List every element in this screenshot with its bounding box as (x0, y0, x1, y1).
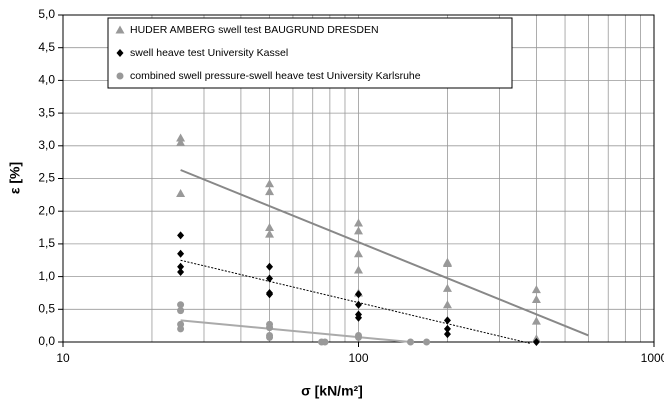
marker-diamond (355, 313, 362, 322)
marker-diamond (116, 49, 124, 57)
y-tick-label: 0,5 (38, 301, 55, 315)
trendline (180, 169, 589, 337)
marker-triangle (531, 294, 541, 303)
marker-diamond (177, 231, 185, 240)
marker-triangle (265, 179, 275, 188)
marker-triangle (442, 259, 452, 268)
marker-circle (266, 333, 274, 341)
legend-label: HUDER AMBERG swell test BAUGRUND DRESDEN (130, 24, 379, 36)
marker-triangle (354, 265, 363, 274)
y-tick-label: 2,0 (38, 203, 55, 217)
legend-label: combined swell pressure-swell heave test… (130, 70, 421, 82)
y-axis-label: ε [%] (7, 162, 23, 194)
marker-triangle (354, 249, 363, 258)
legend-box (107, 17, 513, 89)
marker-diamond (266, 274, 274, 283)
y-tick-label: 5,0 (38, 7, 55, 21)
marker-diamond (443, 324, 451, 333)
marker-triangle (115, 25, 125, 34)
y-tick-label: 4,5 (38, 40, 55, 54)
marker-circle (177, 301, 185, 309)
trendline (180, 319, 411, 343)
marker-diamond (443, 330, 451, 339)
y-tick-label: 1,0 (38, 269, 55, 283)
marker-diamond (177, 262, 185, 271)
marker-diamond (177, 268, 185, 277)
plot-frame (62, 14, 655, 343)
marker-triangle (442, 283, 452, 292)
marker-triangle (265, 187, 275, 196)
marker-triangle (531, 285, 541, 294)
marker-triangle (176, 189, 186, 198)
y-tick-label: 3,5 (38, 105, 55, 119)
marker-triangle (176, 133, 186, 142)
marker-circle (266, 324, 274, 332)
x-axis-label: σ [kN/m²] (301, 383, 363, 399)
y-tick-label: 1,5 (38, 236, 55, 250)
y-tick-label: 4,0 (38, 73, 55, 87)
marker-triangle (354, 218, 363, 227)
marker-diamond (266, 262, 274, 271)
trendline (180, 259, 530, 344)
marker-circle (177, 325, 185, 333)
marker-triangle (442, 300, 452, 309)
legend: HUDER AMBERG swell test BAUGRUND DRESDEN… (107, 17, 513, 89)
marker-circle (355, 333, 362, 341)
marker-circle (407, 338, 415, 346)
marker-circle (321, 338, 329, 346)
legend-label: swell heave test University Kassel (130, 47, 288, 59)
marker-diamond (266, 290, 274, 299)
marker-triangle (265, 229, 275, 238)
marker-triangle (531, 316, 541, 325)
marker-triangle (354, 226, 363, 235)
x-tick-label: 100 (348, 351, 368, 365)
marker-diamond (355, 290, 362, 299)
marker-circle (177, 307, 185, 315)
y-tick-label: 2,5 (38, 171, 55, 185)
marker-triangle (265, 223, 275, 232)
y-tick-label: 0,0 (38, 334, 55, 348)
y-tick-label: 3,0 (38, 138, 55, 152)
x-tick-label: 10 (56, 351, 70, 365)
marker-circle (423, 338, 431, 346)
marker-diamond (177, 249, 185, 258)
marker-diamond (532, 338, 540, 346)
marker-triangle (176, 138, 186, 147)
marker-circle (116, 72, 124, 80)
marker-diamond (355, 300, 362, 309)
marker-diamond (443, 316, 451, 325)
